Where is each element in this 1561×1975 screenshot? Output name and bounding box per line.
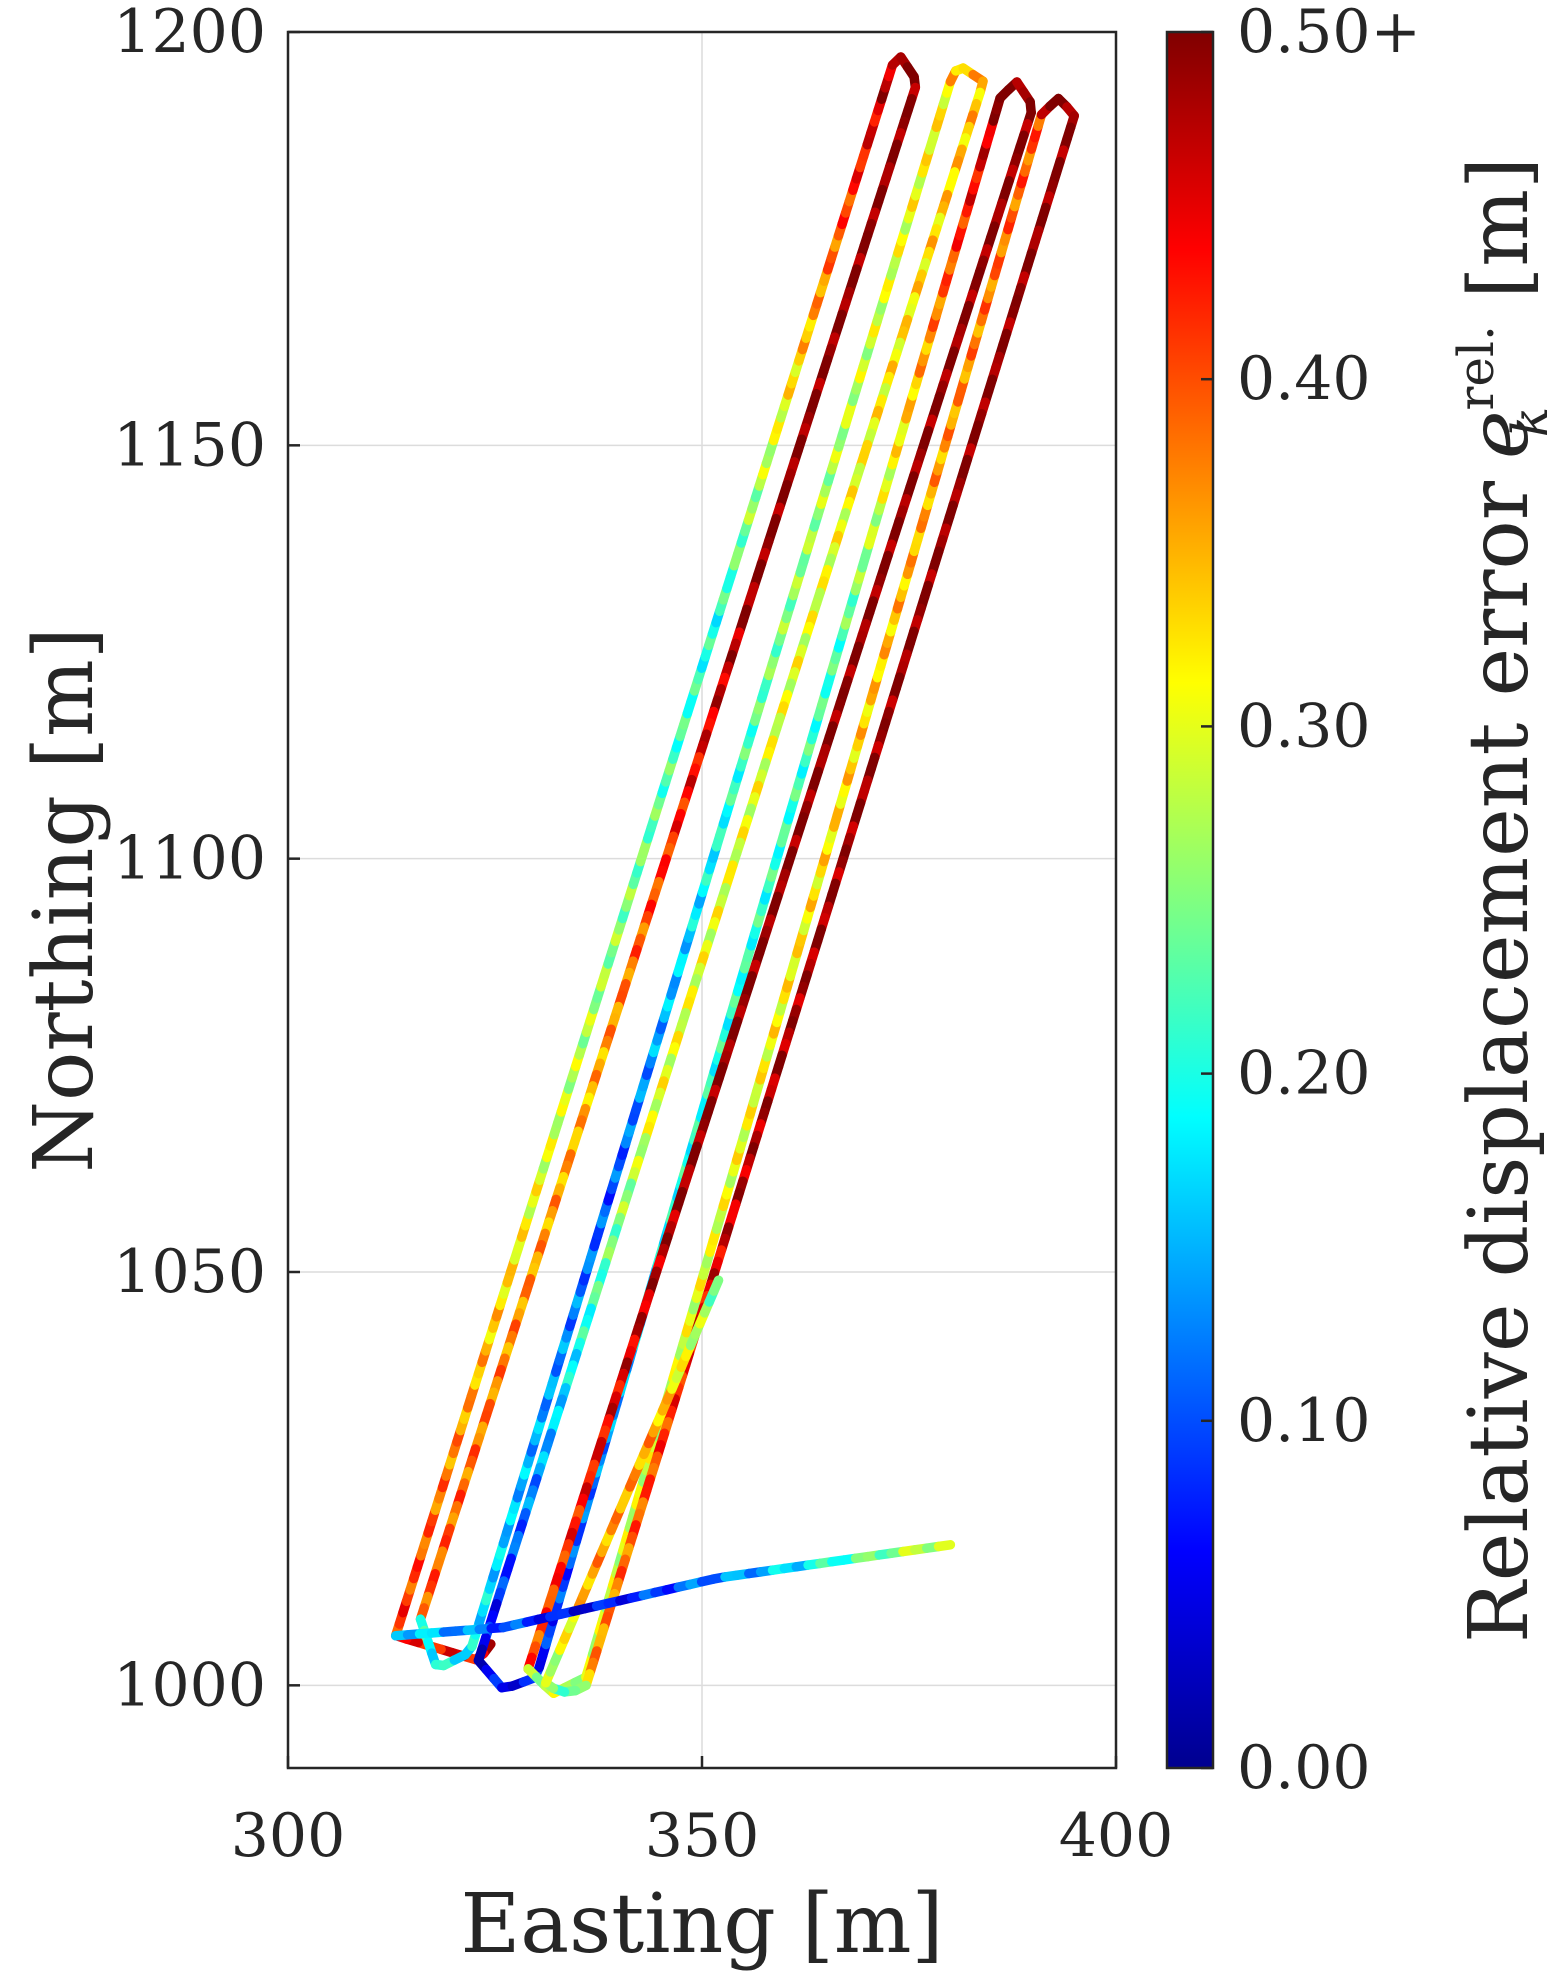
- trajectory-series: [415, 52, 921, 1624]
- y-axis-title: Northing [m]: [17, 627, 112, 1172]
- trajectory-series: [523, 109, 1047, 1698]
- x-tick-label: 350: [645, 1801, 760, 1871]
- x-axis-ticks: 300 350 400: [231, 1756, 1174, 1871]
- trajectory-series: [581, 93, 1079, 1691]
- colorbar-title-unit: [m]: [1452, 157, 1547, 299]
- y-tick-label: 1050: [113, 1237, 266, 1307]
- colorbar-tick-label: 0.20: [1237, 1039, 1371, 1109]
- colorbar-frame: [1165, 30, 1215, 1770]
- y-tick-label: 1200: [113, 0, 266, 67]
- trajectory-series: [390, 1540, 956, 1641]
- x-tick-label: 400: [1059, 1801, 1174, 1871]
- plot-area: 300 350 400 1000 1050 1100 1150 1200: [113, 0, 1173, 1871]
- y-tick-label: 1150: [113, 410, 266, 480]
- trajectory-series: [415, 76, 956, 1671]
- colorbar-tick-label: 0.00: [1237, 1733, 1371, 1803]
- trajectory-series: [523, 77, 1036, 1674]
- trajectory: [390, 52, 1079, 1698]
- colorbar-title-symbol: e: [1452, 410, 1547, 459]
- y-tick-label: 1100: [113, 824, 266, 894]
- colorbar-title-text: Relative displacement error: [1452, 480, 1547, 1643]
- x-axis-title: Easting [m]: [460, 1877, 943, 1972]
- colorbar: 0.00 0.10 0.20 0.30 0.40 0.50+ Relative displ…: [1165, 0, 1559, 1803]
- trajectory-segment: [933, 1540, 956, 1552]
- colorbar-tick-label: 0.30: [1237, 691, 1371, 761]
- x-tick-label: 300: [231, 1801, 346, 1871]
- colorbar-ticks: 0.00 0.10 0.20 0.30 0.40 0.50+: [1201, 0, 1421, 1803]
- trajectory-series: [540, 1275, 724, 1697]
- colorbar-title-subscript: k: [1501, 407, 1559, 437]
- trajectory-segment: [709, 1275, 724, 1296]
- y-axis-ticks: 1000 1050 1100 1150 1200: [113, 0, 300, 1720]
- colorbar-tick-label: 0.10: [1237, 1386, 1371, 1456]
- colorbar-bar: [1167, 32, 1213, 1768]
- colorbar-tick-label: 0.40: [1237, 344, 1371, 414]
- colorbar-tick-label: 0.50+: [1237, 0, 1421, 67]
- colorbar-title-superscript: rel.: [1447, 325, 1505, 410]
- trajectory-series: [473, 63, 988, 1666]
- colorbar-title: Relative displacement error erel.k [m]: [1447, 157, 1559, 1643]
- y-tick-label: 1000: [113, 1650, 266, 1720]
